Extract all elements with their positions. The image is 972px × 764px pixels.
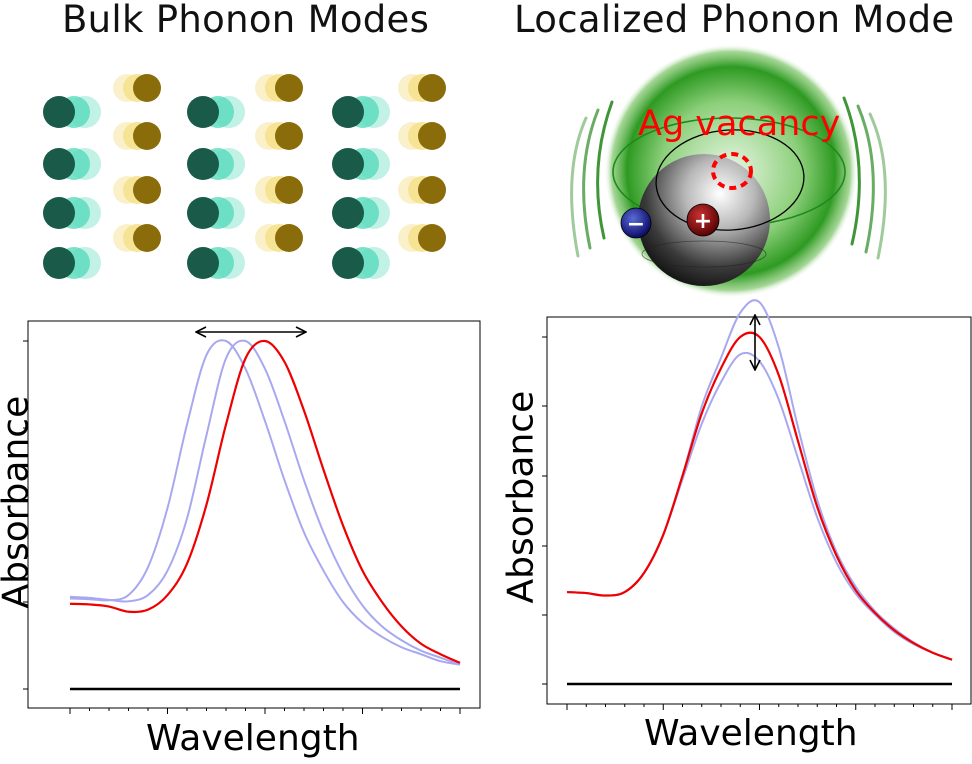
series-line-1 — [566, 351, 953, 661]
right-x-axis-label: Wavelength — [644, 713, 858, 754]
left-absorbance-chart — [23, 339, 461, 714]
black-orbit — [655, 129, 805, 231]
gold-atom — [398, 224, 446, 252]
gold-atom — [255, 74, 303, 102]
right-y-axis-label: Absorbance — [500, 390, 542, 604]
right-chart-frame — [546, 316, 972, 705]
right-absorbance-chart — [542, 299, 953, 710]
vibration-arcs — [570, 96, 887, 260]
hole — [686, 203, 720, 237]
title-bulk-phonon-modes: Bulk Phonon Modes — [62, 0, 430, 41]
electron-sign: − — [627, 212, 645, 237]
dark-atom — [332, 96, 390, 128]
dark-atom — [43, 247, 101, 279]
dark-atom — [43, 197, 101, 229]
ag-vacancy-label: Ag vacancy — [638, 104, 841, 144]
series-line-1 — [69, 339, 461, 666]
bulk-atom-lattice — [43, 74, 446, 279]
gold-atom — [255, 122, 303, 150]
hole-sign: + — [694, 209, 712, 234]
gold-atom — [398, 176, 446, 204]
series-line-0 — [69, 339, 461, 666]
series-line-2 — [566, 331, 953, 661]
title-localized-phonon-mode: Localized Phonon Mode — [514, 0, 955, 41]
left-y-axis-label: Absorbance — [0, 395, 37, 609]
sphere-equator — [641, 240, 767, 268]
left-chart-frame — [27, 320, 481, 709]
left-x-axis-label: Wavelength — [146, 718, 360, 759]
gold-atom — [113, 176, 161, 204]
gold-atom — [113, 74, 161, 102]
dark-atom — [187, 148, 245, 180]
gold-atom — [398, 122, 446, 150]
gold-atom — [113, 224, 161, 252]
gold-atom — [255, 224, 303, 252]
dark-atom — [187, 247, 245, 279]
dark-atom — [43, 96, 101, 128]
gold-atom — [255, 176, 303, 204]
dark-atom — [332, 148, 390, 180]
dark-atom — [332, 197, 390, 229]
dark-atom — [43, 148, 101, 180]
gold-atom — [113, 122, 161, 150]
dark-atom — [332, 247, 390, 279]
vacancy-marker — [711, 152, 753, 190]
gold-atom — [398, 74, 446, 102]
dark-atom — [187, 96, 245, 128]
series-line-2 — [69, 339, 461, 664]
series-line-0 — [566, 299, 953, 661]
localized-mode-illustration: − + — [570, 44, 887, 298]
dark-atom — [187, 197, 245, 229]
electron — [620, 207, 652, 239]
